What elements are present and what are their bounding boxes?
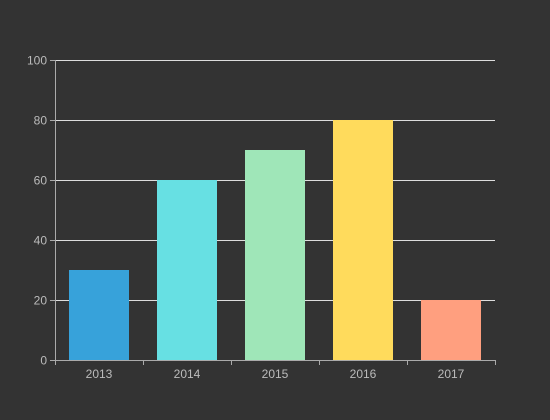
tick-labels: 0 20 40 60 80 100 2013 2014 2015 2016 2017 [27,54,465,382]
y-tick-label: 20 [34,294,48,308]
bar-2017[interactable] [421,300,481,360]
bar-2013[interactable] [69,270,129,360]
x-tick-label: 2015 [262,367,289,381]
bar-2016[interactable] [333,120,393,360]
x-tick-label: 2014 [174,367,201,381]
axes [50,60,496,365]
y-tick-label: 80 [34,114,48,128]
bar-2015[interactable] [245,150,305,360]
x-tick-label: 2013 [86,367,113,381]
y-tick-label: 40 [34,234,48,248]
y-tick-label: 0 [40,354,47,368]
y-tick-label: 60 [34,174,48,188]
bar-2014[interactable] [157,180,217,360]
y-tick-label: 100 [27,54,47,68]
x-tick-label: 2016 [350,367,377,381]
bars [69,120,481,360]
x-tick-label: 2017 [438,367,465,381]
